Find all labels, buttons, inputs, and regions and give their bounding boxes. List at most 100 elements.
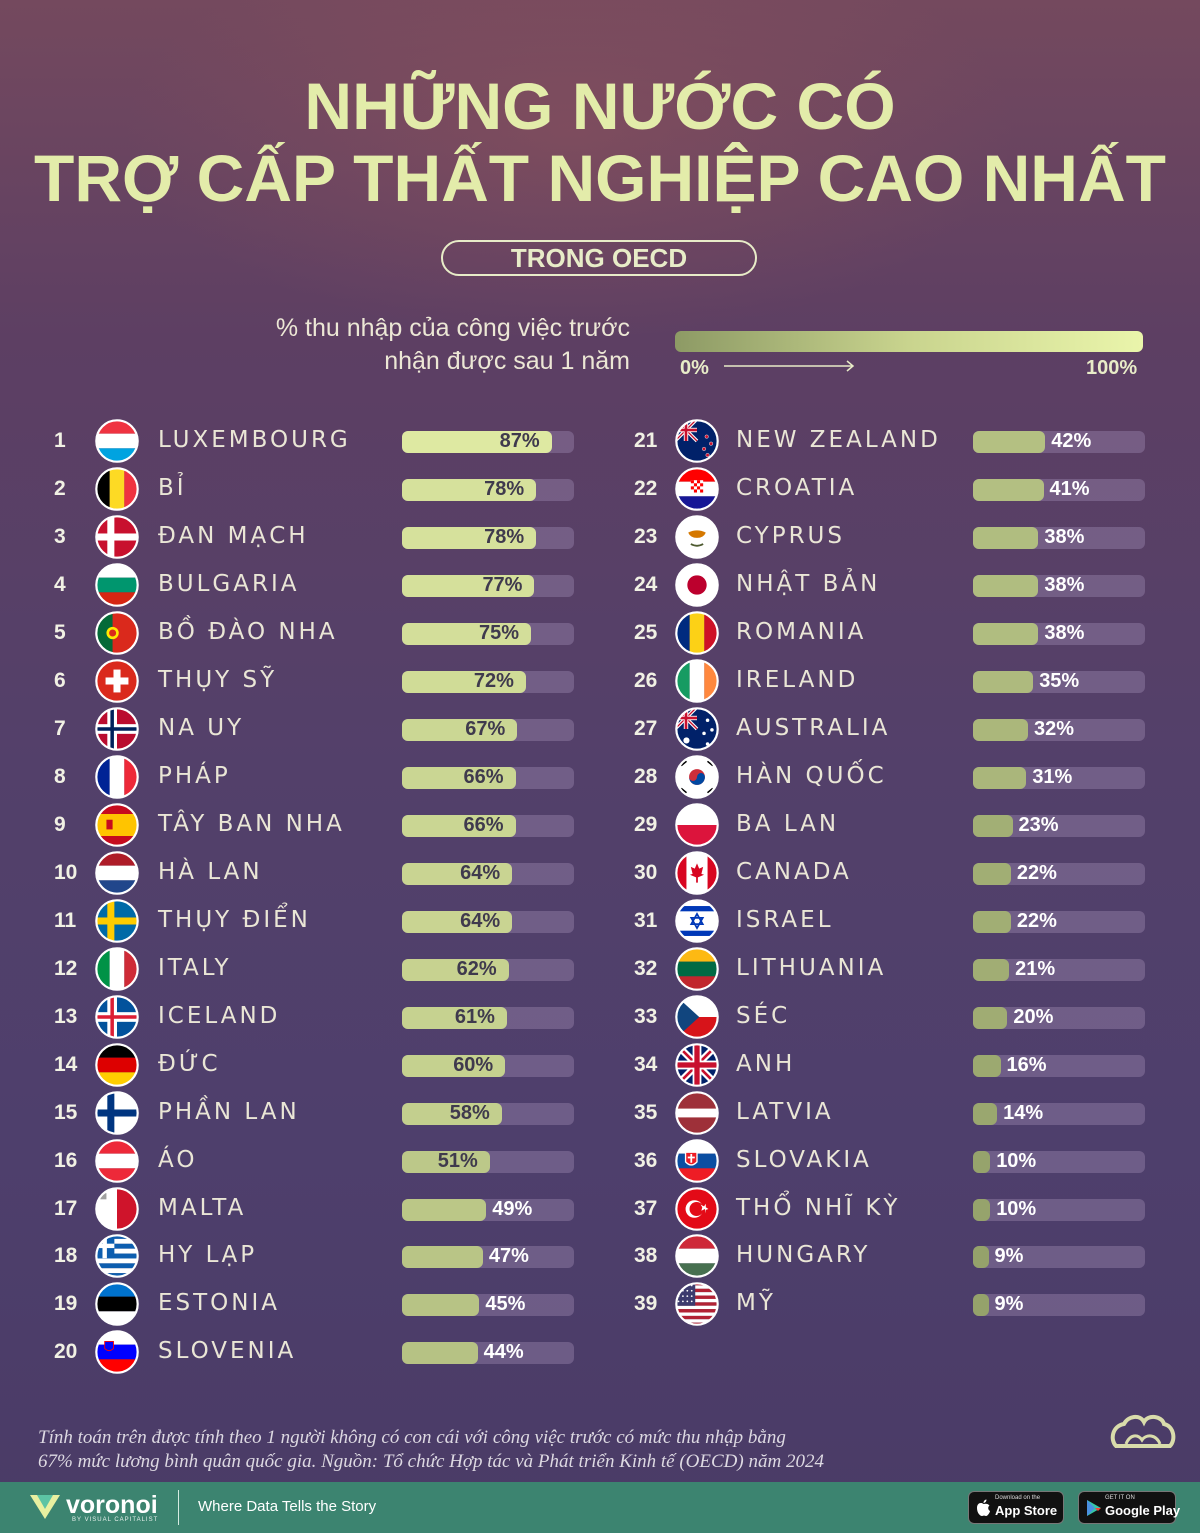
chart-row: 5 BỒ ĐÀO NHA 75% [0, 611, 1200, 655]
chart-row: 13 ICELAND 61% [0, 995, 1200, 1039]
country-label: NEW ZEALAND [736, 427, 941, 453]
rank-label: 30 [634, 861, 658, 884]
bar-track [402, 1342, 574, 1364]
country-label: HUNGARY [736, 1242, 871, 1268]
country-label: ESTONIA [158, 1290, 281, 1316]
rank-label: 3 [54, 525, 66, 548]
value-label: 10% [996, 1198, 1037, 1220]
flag-icon-tr [675, 1187, 719, 1231]
flag-icon-jp [675, 563, 719, 607]
flag-icon-ro [675, 611, 719, 655]
flag-icon-hu [675, 1234, 719, 1278]
value-label: 20% [1013, 1006, 1054, 1028]
value-label: 38% [1044, 574, 1085, 596]
bar-track [402, 1007, 574, 1029]
flag-icon-ie [675, 659, 719, 703]
bar-track [973, 623, 1145, 645]
google-play-button[interactable]: GET IT ON Google Play [1078, 1491, 1180, 1524]
chart-row: 22 CROATIA 41% [0, 467, 1200, 511]
bar-track [402, 1151, 574, 1173]
flag-icon-fr [95, 755, 139, 799]
value-label: 66% [463, 766, 504, 788]
country-label: ÁO [158, 1147, 198, 1173]
rank-label: 29 [634, 813, 658, 836]
rank-label: 26 [634, 669, 658, 692]
rank-label: 16 [54, 1149, 78, 1172]
flag-icon-se [95, 899, 139, 943]
chart-row: 30 CANADA 22% [0, 851, 1200, 895]
bar-track [402, 911, 574, 933]
chart-row: 15 PHẦN LAN 58% [0, 1091, 1200, 1135]
bar [973, 575, 1039, 597]
value-label: 45% [485, 1293, 526, 1315]
bar [402, 1007, 507, 1029]
value-label: 21% [1015, 958, 1056, 980]
bar-track [402, 959, 574, 981]
value-label: 16% [1006, 1054, 1047, 1076]
bar-track [973, 431, 1145, 453]
flag-icon-no [95, 707, 139, 751]
value-label: 31% [1032, 766, 1073, 788]
brand-subtitle: BY VISUAL CAPITALIST [72, 1517, 159, 1523]
rank-label: 7 [54, 717, 66, 740]
chart-row: 33 SÉC 20% [0, 995, 1200, 1039]
chart-row: 6 THỤY SỸ 72% [0, 659, 1200, 703]
app-store-text: App Store [995, 1503, 1058, 1518]
bar [973, 1151, 991, 1173]
value-label: 41% [1049, 478, 1090, 500]
bar [973, 815, 1013, 837]
rank-label: 4 [54, 573, 66, 596]
bar [402, 863, 513, 885]
chart-row: 9 TÂY BAN NHA 66% [0, 803, 1200, 847]
bar [402, 1103, 502, 1125]
footnote-line-2: 67% mức lương bình quân quốc gia. Nguồn:… [38, 1451, 824, 1472]
bar [973, 1294, 989, 1316]
bar-track [402, 863, 574, 885]
country-label: MỸ [736, 1290, 776, 1316]
country-label: ITALY [158, 955, 232, 981]
rank-label: 28 [634, 765, 658, 788]
bar-track [973, 1103, 1145, 1125]
rank-label: 9 [54, 813, 66, 836]
visual-capitalist-logo-icon [1110, 1415, 1176, 1448]
bar [973, 1103, 998, 1125]
tagline: Where Data Tells the Story [198, 1498, 377, 1515]
chart-row: 19 ESTONIA 45% [0, 1282, 1200, 1326]
flag-icon-us [675, 1282, 719, 1326]
bar-track [402, 767, 574, 789]
bar-track [402, 671, 574, 693]
chart-row: 14 ĐỨC 60% [0, 1043, 1200, 1087]
flag-icon-dk [95, 515, 139, 559]
bar [402, 575, 535, 597]
country-label: PHẦN LAN [158, 1099, 300, 1125]
chart-row: 36 SLOVAKIA 10% [0, 1139, 1200, 1183]
chart-row: 1 LUXEMBOURG 87% [0, 419, 1200, 463]
chart-row: 38 HUNGARY 9% [0, 1234, 1200, 1278]
value-label: 14% [1003, 1102, 1044, 1124]
flag-icon-cz [675, 995, 719, 1039]
country-label: AUSTRALIA [736, 715, 891, 741]
bar [973, 719, 1028, 741]
flag-icon-au [675, 707, 719, 751]
value-label: 22% [1016, 910, 1057, 932]
bar [402, 671, 526, 693]
chart-row: 20 SLOVENIA 44% [0, 1330, 1200, 1374]
app-store-button[interactable]: Download on the App Store [968, 1491, 1064, 1524]
chart-row: 16 ÁO 51% [0, 1139, 1200, 1183]
bar [402, 527, 537, 549]
chart-row: 24 NHẬT BẢN 38% [0, 563, 1200, 607]
country-label: LITHUANIA [736, 955, 887, 981]
value-label: 78% [484, 478, 525, 500]
country-label: THỤY SỸ [158, 667, 278, 693]
chart-row: 2 BỈ 78% [0, 467, 1200, 511]
value-label: 38% [1044, 526, 1085, 548]
bar-track [973, 719, 1145, 741]
bar [973, 767, 1027, 789]
chart-row: 4 BULGARIA 77% [0, 563, 1200, 607]
rank-label: 6 [54, 669, 66, 692]
chart-row: 29 BA LAN 23% [0, 803, 1200, 847]
value-label: 64% [460, 862, 501, 884]
bar [973, 479, 1044, 501]
bar-track [402, 527, 574, 549]
country-label: BỈ [158, 475, 187, 501]
